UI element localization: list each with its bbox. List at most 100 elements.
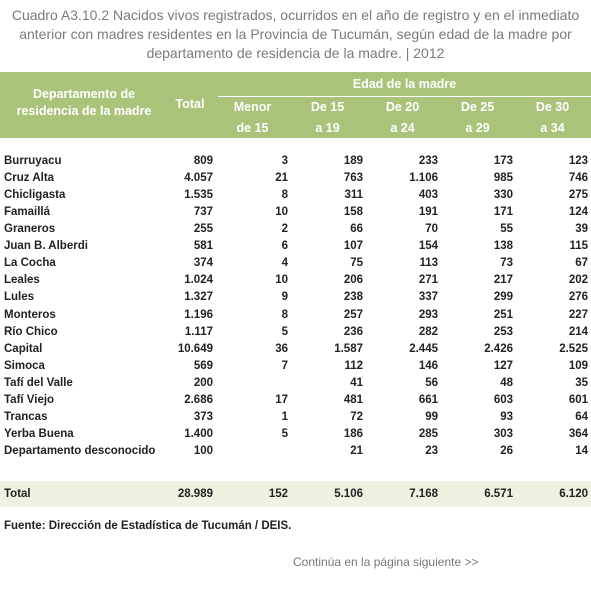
- total-cell: 6.571: [484, 488, 513, 500]
- row-cell: 23: [425, 445, 438, 458]
- row-cell: 236: [343, 325, 363, 338]
- row-cell: 2.686: [184, 393, 213, 406]
- row-cell: 403: [418, 189, 438, 202]
- row-cell: 186: [343, 427, 363, 440]
- row-cell: 364: [568, 427, 588, 440]
- row-cell: 1.106: [409, 172, 438, 185]
- row-cell: 1.400: [184, 427, 213, 440]
- row-cell: 271: [418, 274, 438, 287]
- header-total: Total: [175, 97, 205, 111]
- total-cell: 28.989: [177, 488, 213, 500]
- row-label: Cruz Alta: [4, 172, 55, 185]
- row-cell: 2.525: [559, 342, 588, 355]
- row-cell: 14: [575, 445, 588, 458]
- row-cell: 109: [568, 359, 588, 372]
- row-cell: 73: [500, 257, 513, 270]
- row-label: Leales: [4, 274, 40, 287]
- row-cell: 285: [418, 427, 438, 440]
- row-cell: 1.587: [334, 342, 363, 355]
- row-cell: 1.196: [184, 308, 213, 321]
- row-cell: 1.535: [184, 189, 213, 202]
- row-cell: 8: [281, 189, 288, 202]
- row-cell: 75: [350, 257, 363, 270]
- row-cell: 99: [425, 410, 438, 423]
- row-label: Tafí Viejo: [4, 393, 55, 406]
- source: Fuente: Dirección de Estadística de Tucu…: [4, 520, 292, 532]
- total-cell: 152: [268, 488, 288, 500]
- row-label: Burruyacu: [4, 155, 62, 167]
- row-cell: 67: [575, 257, 588, 270]
- total-row-background: [0, 481, 591, 507]
- row-cell: 217: [493, 274, 513, 287]
- row-label: Simoca: [4, 359, 45, 372]
- row-cell: 26: [500, 445, 513, 458]
- row-cell: 374: [193, 257, 213, 270]
- row-cell: 189: [343, 155, 363, 167]
- row-cell: 311: [344, 189, 363, 202]
- row-cell: 4.057: [184, 172, 213, 185]
- row-cell: 124: [568, 206, 588, 219]
- row-cell: 214: [568, 325, 588, 338]
- row-cell: 154: [418, 240, 438, 253]
- row-cell: 1.024: [184, 274, 213, 287]
- row-cell: 257: [343, 308, 363, 321]
- row-cell: 113: [419, 257, 438, 270]
- row-cell: 985: [493, 172, 513, 185]
- row-label: Chicligasta: [4, 189, 66, 202]
- row-label: Monteros: [4, 308, 56, 321]
- row-cell: 4: [281, 257, 288, 270]
- row-cell: 206: [343, 274, 363, 287]
- row-cell: 601: [568, 393, 588, 406]
- row-cell: 282: [418, 325, 438, 338]
- row-cell: 299: [493, 291, 513, 304]
- total-cell: 7.168: [409, 488, 438, 500]
- row-cell: 1: [281, 410, 288, 423]
- row-cell: 66: [350, 223, 363, 236]
- row-cell: 8: [281, 308, 288, 321]
- row-cell: 2.445: [409, 342, 438, 355]
- row-cell: 581: [193, 240, 213, 253]
- row-cell: 1.327: [184, 291, 213, 304]
- row-cell: 481: [343, 393, 363, 406]
- row-cell: 746: [568, 172, 588, 185]
- header-age: Menor de 15: [233, 100, 272, 135]
- header-age-group: Edad de la madre: [352, 77, 457, 91]
- row-cell: 569: [193, 359, 213, 372]
- header-age: De 25 a 29: [460, 100, 495, 135]
- row-cell: 303: [493, 427, 513, 440]
- row-cell: 158: [343, 206, 363, 219]
- row-cell: 93: [500, 410, 513, 423]
- row-cell: 10.649: [177, 342, 213, 355]
- row-cell: 373: [193, 410, 213, 423]
- row-label: Graneros: [4, 223, 56, 236]
- row-cell: 173: [493, 155, 513, 167]
- row-cell: 21: [350, 445, 363, 458]
- row-label: Famaillá: [4, 206, 51, 219]
- header-department: Departamento de residencia de la madre: [16, 87, 152, 118]
- header-age: De 30 a 34: [535, 100, 570, 135]
- row-cell: 123: [568, 155, 588, 167]
- row-cell: 337: [418, 291, 438, 304]
- row-cell: 737: [193, 206, 213, 219]
- row-cell: 55: [500, 223, 513, 236]
- row-label: Tafí del Valle: [4, 376, 73, 389]
- row-cell: 809: [193, 155, 213, 167]
- row-cell: 127: [493, 359, 513, 372]
- row-cell: 2.426: [484, 342, 513, 355]
- row-cell: 171: [493, 206, 513, 219]
- title: Cuadro A3.10.2 Nacidos vivos registrados…: [11, 7, 580, 61]
- row-cell: 138: [493, 240, 513, 253]
- row-cell: 146: [418, 359, 438, 372]
- row-cell: 9: [281, 291, 288, 304]
- row-label: Juan B. Alberdi: [4, 240, 88, 253]
- row-label: Departamento desconocido: [4, 445, 156, 458]
- row-cell: 233: [418, 155, 438, 167]
- total-cell: 6.120: [559, 488, 588, 500]
- row-cell: 64: [575, 410, 588, 423]
- row-cell: 39: [575, 223, 588, 236]
- row-cell: 255: [193, 223, 213, 236]
- row-label: Río Chico: [4, 325, 58, 338]
- row-cell: 36: [275, 342, 288, 355]
- row-cell: 21: [275, 172, 288, 185]
